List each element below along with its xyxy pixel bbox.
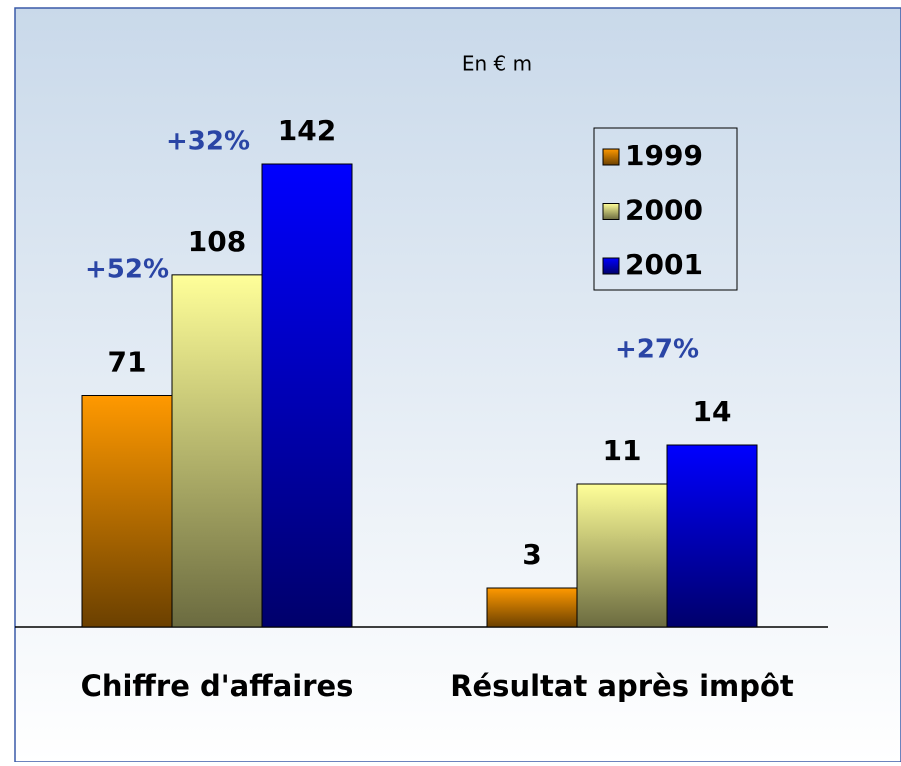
data-label: 3 — [522, 538, 541, 571]
bar — [261, 163, 353, 628]
x-tick-label: Résultat après impôt — [450, 669, 794, 703]
legend-label: 2000 — [625, 194, 703, 227]
legend-swatch — [602, 203, 620, 220]
legend-box — [593, 127, 738, 291]
data-label: 14 — [693, 395, 732, 428]
data-label: 108 — [188, 225, 246, 258]
bar — [171, 274, 263, 628]
legend-swatch — [602, 257, 620, 275]
x-tick-label: Chiffre d'affaires — [81, 669, 354, 703]
legend-label: 1999 — [625, 139, 703, 172]
bar — [81, 395, 173, 628]
bar — [486, 587, 578, 628]
bar — [666, 444, 758, 628]
chart-title: En € m — [462, 52, 532, 76]
data-label: 71 — [108, 346, 147, 379]
annotation: +27% — [615, 335, 699, 365]
data-label: 11 — [603, 434, 642, 467]
data-label: 142 — [278, 114, 336, 147]
frame — [14, 7, 901, 763]
annotation: +32% — [166, 127, 250, 157]
legend-swatch — [602, 148, 620, 166]
annotation: +52% — [85, 255, 169, 285]
legend-label: 2001 — [625, 248, 703, 281]
bar — [576, 483, 668, 628]
